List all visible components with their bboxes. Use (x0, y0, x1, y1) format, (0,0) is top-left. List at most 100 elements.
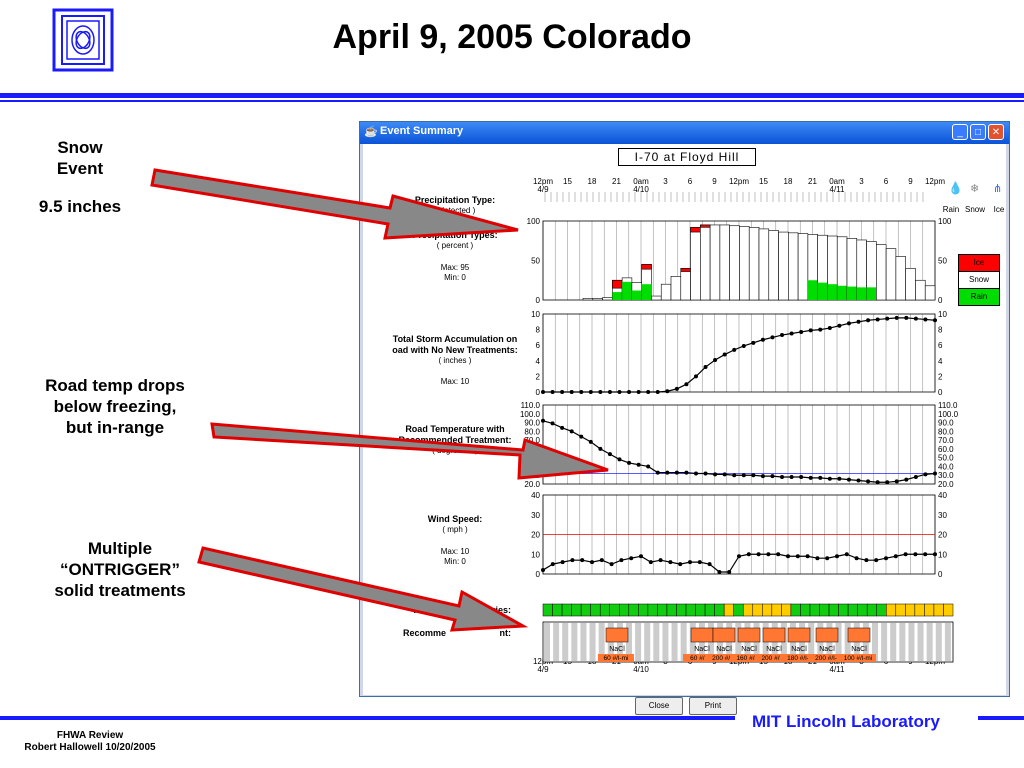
time-label: 12pm (925, 177, 945, 186)
wind-point (815, 556, 820, 561)
roadtemp-point (684, 470, 689, 475)
treatment-chemical: NaCl (741, 646, 757, 653)
precip-bar-rain (837, 285, 847, 300)
precip-bar-rain (631, 290, 642, 300)
wind-point (707, 562, 712, 567)
print-button[interactable]: Print (689, 697, 737, 715)
roadtemp-ytick: 80.0 (938, 427, 954, 436)
note-snow-amount: 9.5 inches (38, 197, 122, 216)
date-label: 4/9 (537, 185, 549, 194)
treatment-chemical: NaCl (851, 646, 867, 653)
accum-ytick: 6 (536, 341, 541, 350)
treatment-chemical: NaCl (766, 646, 782, 653)
snowflake-icon: ❄ (970, 182, 979, 195)
treatment-label: Recomme (403, 628, 446, 638)
ice-icon-label: Ice (994, 205, 1005, 214)
wind-point (658, 558, 663, 563)
accum-point (550, 390, 555, 394)
wind-point (864, 558, 869, 563)
java-app-icon: ☕ (364, 126, 378, 138)
roadtemp-label-1: Road Temperature with (405, 424, 504, 434)
note-treatments: Multiple “ONTRIGGER” solid treatments (54, 539, 186, 600)
date-label: 4/10 (633, 185, 649, 194)
roadtemp-point (751, 473, 756, 478)
accum-point (722, 352, 727, 357)
roadtemp-point (550, 421, 555, 426)
treatment-rate: 200 #/l-i (761, 655, 784, 662)
treatment-truck-icon (847, 627, 871, 643)
accum-unit: ( inches ) (439, 356, 472, 365)
wind-ytick: 10 (531, 550, 540, 559)
roadtemp-point (837, 476, 842, 481)
roadtemp-point (894, 479, 899, 484)
close-window-button[interactable]: ✕ (988, 124, 1004, 140)
accum-point (646, 390, 651, 394)
legend-ice: Ice (959, 255, 999, 271)
accum-point (923, 317, 928, 322)
time-label: 18 (588, 177, 597, 186)
wind-ytick: 30 (938, 511, 947, 520)
window-titlebar[interactable]: ☕ Event Summary _ □ ✕ (360, 122, 1009, 144)
precip-bar-rain (847, 286, 857, 300)
wind-ytick: 40 (938, 491, 947, 500)
treatment-truck-icon (787, 627, 811, 643)
treatment-slot (653, 623, 660, 661)
date-label: 4/9 (537, 665, 549, 674)
accum-point (579, 390, 584, 394)
treatment-slot (580, 623, 587, 661)
minimize-button[interactable]: _ (952, 124, 968, 140)
precip-bar-rain (622, 281, 632, 300)
arrow-snow-event (150, 168, 519, 240)
treatment-rate: 100 #/l-mi (844, 655, 873, 662)
wind-ytick: 10 (938, 550, 947, 559)
roadtemp-point (703, 471, 708, 476)
roadtemp-ytick: 50.0 (938, 454, 954, 463)
treatment-rate-bg (598, 654, 634, 662)
treatment-label-tail: nt: (500, 628, 512, 638)
legend-rain: Rain (959, 289, 999, 305)
roadtemp-ytick: 20.0 (524, 480, 540, 489)
precip-bar-rain (612, 292, 623, 300)
treatment-slot (680, 623, 687, 661)
footer-org: MIT Lincoln Laboratory (752, 712, 940, 731)
treatment-slot (844, 623, 851, 661)
wind-ytick: 30 (531, 511, 540, 520)
treatment-rate: 180 #/l- (787, 655, 809, 662)
wind-point (560, 560, 565, 565)
accum-point (741, 343, 746, 348)
roadtemp-point (646, 464, 651, 469)
accum-point (846, 321, 851, 326)
date-label: 4/10 (633, 665, 649, 674)
treatment-rate-bg (808, 654, 844, 662)
treatment-slot (671, 623, 678, 661)
accum-point (818, 327, 823, 332)
accum-point (760, 337, 765, 342)
treatment-slot (872, 623, 878, 661)
roadtemp-point (818, 475, 823, 480)
precip-bar-rain (866, 287, 877, 300)
accum-point (636, 390, 641, 394)
wind-point (746, 552, 751, 557)
roadtemp-point (770, 474, 775, 479)
footer-rule-right (978, 716, 1024, 720)
treatment-slot (571, 623, 578, 661)
accum-point (904, 315, 909, 320)
maximize-button[interactable]: □ (970, 124, 986, 140)
close-button[interactable]: Close (635, 697, 683, 715)
treatment-chemical: NaCl (694, 646, 710, 653)
wind-point (766, 552, 771, 557)
date-label: 4/11 (830, 185, 846, 194)
wind-point (668, 560, 673, 565)
accum-ytick: 0 (536, 388, 541, 397)
wind-point (550, 562, 555, 567)
wind-point (854, 556, 859, 561)
precip-ytick: 0 (536, 296, 541, 305)
accum-point (808, 328, 813, 333)
precip-bar-rain (856, 287, 867, 300)
wind-point (893, 554, 898, 559)
accum-point (780, 333, 785, 338)
note-road-temp: Road temp drops below freezing, but in-r… (45, 376, 185, 437)
accum-point (598, 390, 603, 394)
time-label: 9 (712, 177, 717, 186)
